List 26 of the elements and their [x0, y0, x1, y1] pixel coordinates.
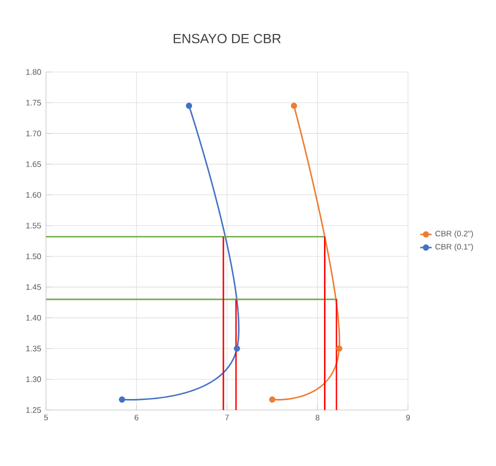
point: [290, 102, 298, 109]
x-tick-label: 5: [44, 414, 48, 420]
x-tick-label: 7: [225, 414, 229, 420]
x-tick-label: 6: [134, 414, 138, 420]
y-tick-label: 1.45: [26, 284, 41, 290]
y-tick-label: 1.80: [26, 69, 41, 75]
point: [234, 345, 240, 352]
x-tick-label: 8: [316, 414, 320, 420]
x-tick-label: 9: [406, 414, 410, 420]
y-tick-label: 1.50: [26, 254, 41, 260]
y-tick-label: 1.75: [26, 100, 41, 106]
chart-title: ENSAYO DE CBR: [174, 34, 281, 44]
y-tick-label: 1.70: [26, 130, 41, 136]
y-tick-label: 1.40: [26, 314, 41, 321]
point: [118, 396, 126, 403]
point: [269, 396, 276, 403]
y-tick-label: 1.30: [26, 376, 41, 382]
y-tick-label: 1.25: [26, 407, 41, 413]
point: [186, 102, 192, 109]
y-tick-label: 1.65: [26, 161, 41, 168]
legend-label: CBR (0.1"): [435, 244, 473, 252]
y-tick-label: 1.60: [26, 192, 41, 198]
point: [336, 345, 342, 352]
legend-label: CBR (0.2"): [435, 230, 473, 238]
y-tick-label: 1.35: [26, 346, 41, 352]
y-tick-label: 1.55: [26, 222, 41, 228]
